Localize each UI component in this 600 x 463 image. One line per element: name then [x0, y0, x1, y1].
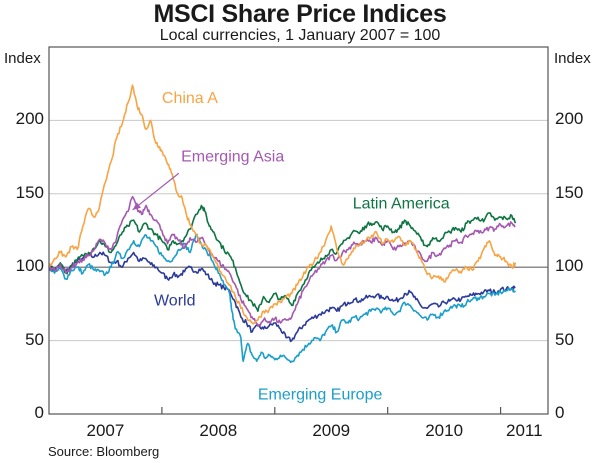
y-axis-unit-left: Index: [4, 50, 41, 67]
y-tick-label-right-0: 0: [555, 403, 565, 422]
y-tick-label-left-50: 50: [25, 329, 44, 349]
y-tick-label-right-100: 100: [555, 256, 584, 276]
y-tick-label-left-0: 0: [34, 403, 44, 422]
annotation-arrow-line: [132, 172, 180, 211]
y-tick-label-right-50: 50: [555, 329, 574, 349]
x-tick-label-2009: 2009: [312, 421, 351, 440]
y-tick-label-left-100: 100: [15, 256, 44, 276]
y-tick-label-left-200: 200: [15, 109, 44, 129]
source-note: Source: Bloomberg: [48, 444, 160, 459]
x-tick-label-2010: 2010: [425, 421, 464, 440]
axis-ticks: [161, 407, 502, 414]
gridlines: [49, 119, 548, 342]
annotation-arrow-head-icon: [132, 202, 141, 210]
series-line-world: [48, 251, 516, 343]
series-line-emerging-asia: [48, 195, 516, 327]
series-line-china-a: [48, 84, 517, 325]
y-tick-label-right-150: 150: [555, 182, 584, 202]
y-axis-unit-right: Index: [554, 50, 591, 67]
series-label-latin-america: Latin America: [353, 195, 450, 212]
series-label-emerging-europe: Emerging Europe: [258, 386, 383, 403]
chart-subtitle: Local currencies, 1 January 2007 = 100: [159, 27, 441, 44]
series-lines: [48, 84, 517, 364]
x-tick-label-2007: 2007: [86, 421, 125, 440]
series-line-emerging-europe: [49, 233, 516, 364]
series-label-world: World: [154, 292, 196, 309]
series-label-china-a: China A: [162, 90, 218, 107]
plot-frame: [48, 46, 549, 415]
series-labels: China A Emerging Asia Latin America Emergin…: [132, 90, 450, 403]
y-tick-label-right-200: 200: [555, 109, 584, 129]
y-tick-label-left-150: 150: [15, 182, 44, 202]
chart-title: MSCI Share Price Indices: [153, 0, 447, 28]
series-label-emerging-asia: Emerging Asia: [181, 149, 284, 166]
x-tick-label-2008: 2008: [199, 421, 238, 440]
series-line-latin-america: [48, 204, 517, 312]
x-tick-label-2011: 2011: [506, 421, 543, 440]
